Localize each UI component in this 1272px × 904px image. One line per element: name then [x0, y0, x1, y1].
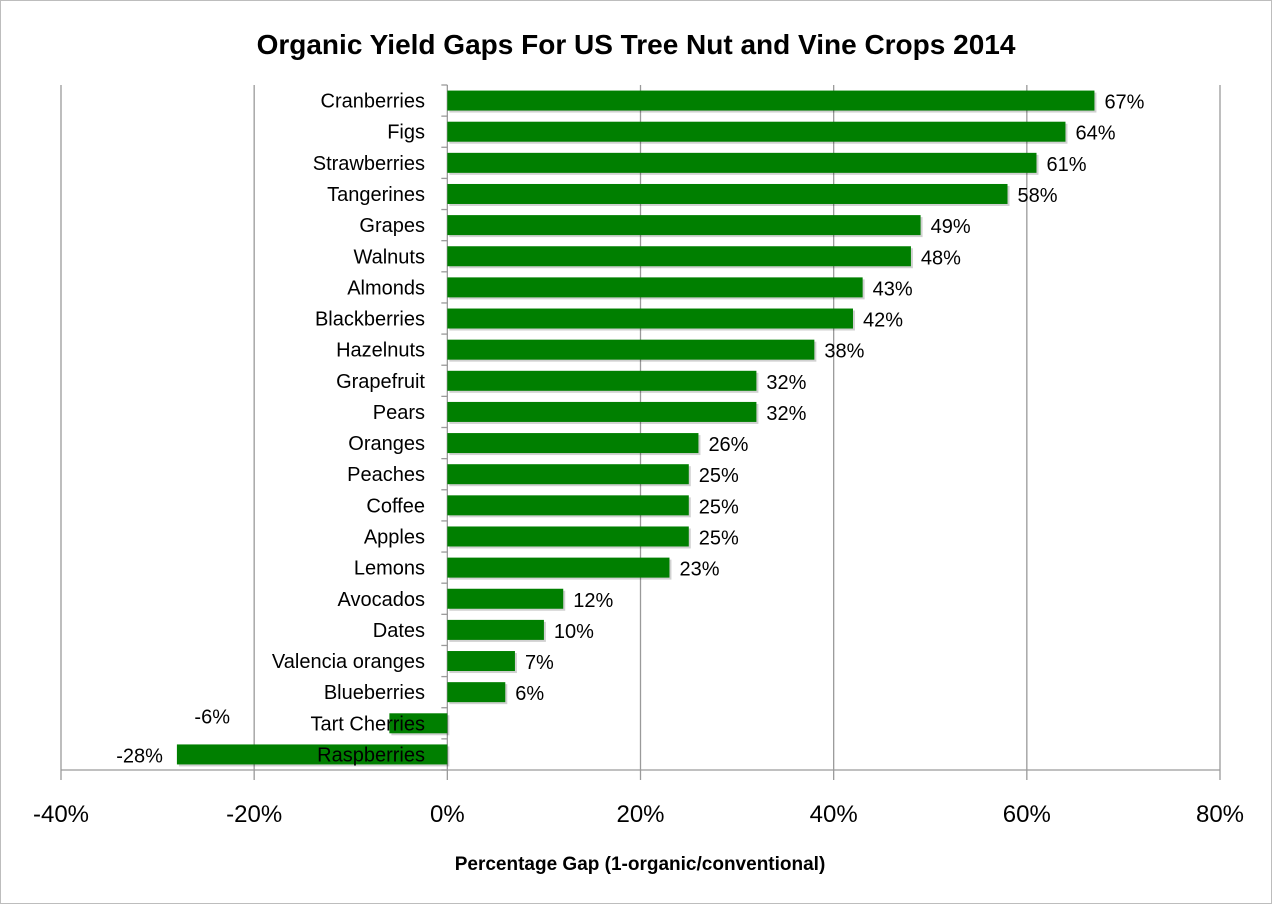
- x-tick-label: 40%: [810, 801, 858, 828]
- bar: [447, 90, 1095, 111]
- value-label: 32%: [766, 372, 806, 394]
- category-label: Dates: [373, 620, 425, 642]
- category-label: Grapes: [359, 215, 425, 237]
- value-label: 6%: [515, 683, 544, 705]
- bar: [447, 619, 544, 640]
- value-label: 48%: [921, 247, 961, 269]
- x-axis-label: Percentage Gap (1-organic/conventional): [455, 854, 826, 875]
- value-label: 58%: [1018, 185, 1058, 207]
- x-tick-label: 20%: [616, 801, 664, 828]
- bar: [447, 183, 1008, 204]
- value-label: 67%: [1104, 92, 1144, 114]
- category-label: Cranberries: [321, 91, 425, 113]
- x-tick-label: 60%: [1003, 801, 1051, 828]
- value-label: 7%: [525, 652, 554, 674]
- value-label: 32%: [766, 403, 806, 425]
- bar: [447, 121, 1066, 142]
- category-label: Blackberries: [315, 309, 425, 331]
- value-label: -6%: [194, 706, 230, 728]
- category-label: Strawberries: [313, 153, 425, 175]
- category-label: Grapefruit: [336, 371, 425, 393]
- value-label: -28%: [116, 745, 163, 767]
- chart-title: Organic Yield Gaps For US Tree Nut and V…: [257, 29, 1016, 60]
- bar: [447, 339, 815, 360]
- bar: [447, 495, 689, 516]
- bar: [447, 433, 699, 454]
- bar: [447, 464, 689, 485]
- bar: [447, 215, 921, 236]
- value-label: 10%: [554, 621, 594, 643]
- value-label: 42%: [863, 310, 903, 332]
- bar: [447, 308, 853, 329]
- value-label: 64%: [1075, 123, 1115, 145]
- category-label: Oranges: [348, 433, 425, 455]
- category-label: Figs: [387, 122, 425, 144]
- value-label: 61%: [1046, 154, 1086, 176]
- category-label: Valencia oranges: [272, 651, 425, 673]
- bar: [447, 246, 911, 267]
- value-label: 26%: [708, 434, 748, 456]
- x-tick-label: 80%: [1196, 801, 1244, 828]
- value-label: 12%: [573, 590, 613, 612]
- value-label: 25%: [699, 496, 739, 518]
- value-label: 38%: [824, 341, 864, 363]
- category-label: Coffee: [366, 495, 425, 517]
- bar: [447, 277, 863, 298]
- bar: [447, 682, 506, 703]
- bar: [447, 152, 1037, 173]
- value-label: 49%: [931, 216, 971, 238]
- category-label: Walnuts: [353, 246, 425, 268]
- x-tick-label: -40%: [33, 801, 89, 828]
- category-label: Hazelnuts: [336, 340, 425, 362]
- bar: [447, 588, 564, 609]
- value-label: 25%: [699, 527, 739, 549]
- category-label: Avocados: [338, 589, 425, 611]
- bar: [176, 744, 448, 765]
- bar: [447, 557, 670, 578]
- category-label: Pears: [373, 402, 425, 424]
- bar: [447, 651, 515, 672]
- category-label: Tart Cherries: [311, 713, 425, 735]
- category-label: Apples: [364, 526, 425, 548]
- bar: [389, 713, 448, 734]
- category-label: Blueberries: [324, 682, 425, 704]
- x-tick-label: -20%: [226, 801, 282, 828]
- category-label: Tangerines: [327, 184, 425, 206]
- bar: [447, 526, 689, 547]
- category-label: Lemons: [354, 558, 425, 580]
- value-label: 23%: [679, 559, 719, 581]
- category-label: Peaches: [347, 464, 425, 486]
- bar: [447, 370, 757, 391]
- category-label: Raspberries: [317, 744, 425, 766]
- bar: [447, 401, 757, 422]
- value-label: 25%: [699, 465, 739, 487]
- x-tick-label: 0%: [430, 801, 465, 828]
- value-label: 43%: [873, 278, 913, 300]
- category-label: Almonds: [347, 277, 425, 299]
